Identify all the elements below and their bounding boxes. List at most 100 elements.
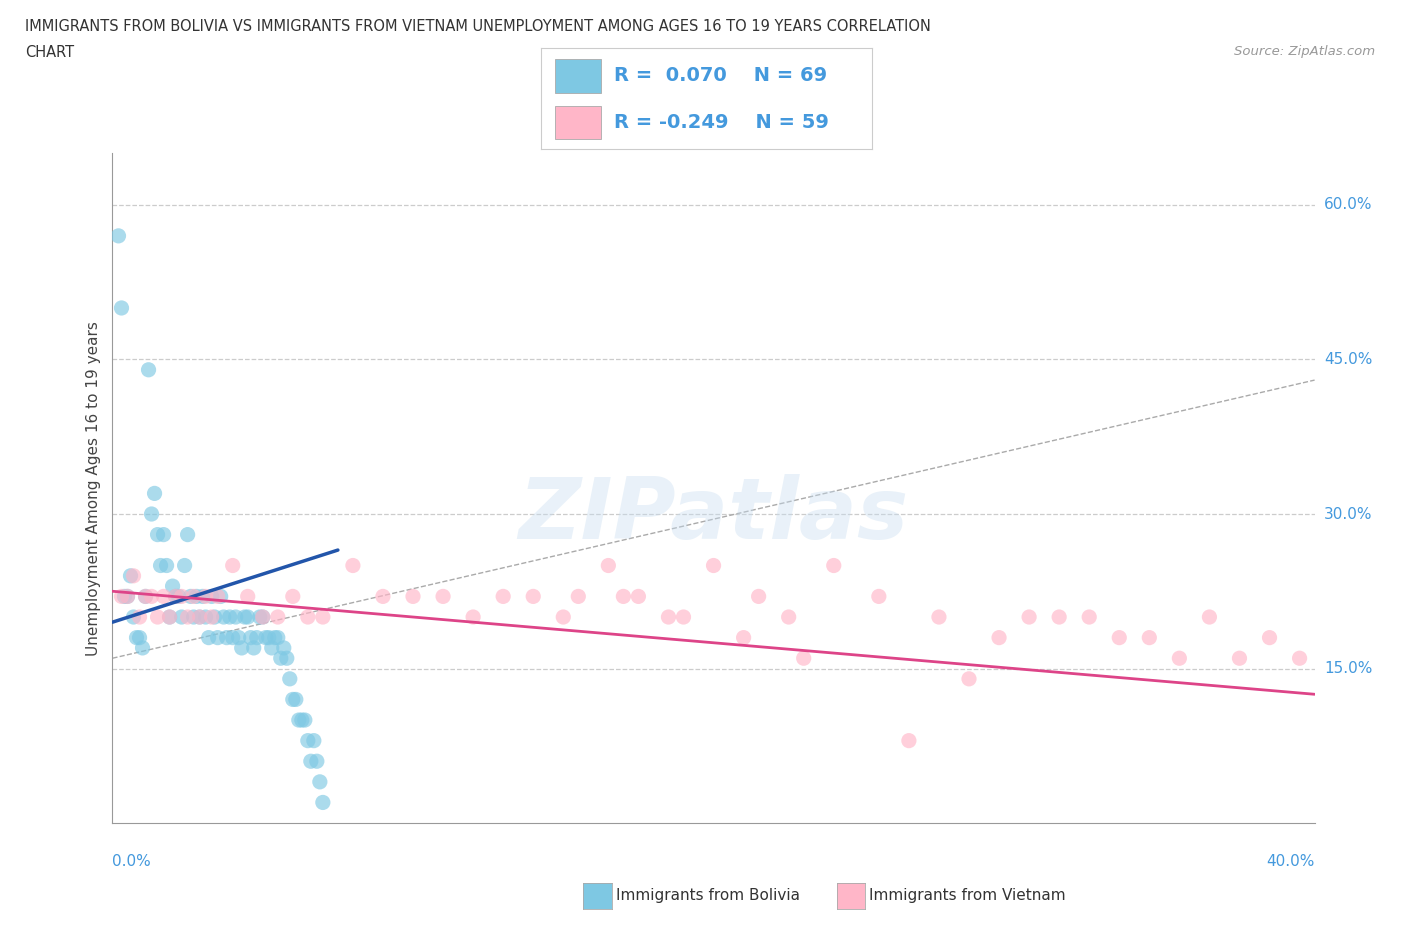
Point [260, 641, 283, 656]
Point [146, 609, 169, 624]
Point [342, 558, 364, 573]
Point [201, 609, 224, 624]
Text: ZIPatlas: ZIPatlas [519, 473, 908, 556]
Point [273, 641, 295, 656]
Point [1018, 609, 1040, 624]
Point [212, 609, 235, 624]
Point [170, 589, 193, 604]
Point [748, 589, 770, 604]
Point [117, 589, 139, 604]
Point [197, 631, 219, 645]
Point [215, 631, 238, 645]
Text: 60.0%: 60.0% [1324, 197, 1372, 212]
Point [1078, 609, 1101, 624]
Point [162, 578, 184, 593]
Point [1198, 609, 1220, 624]
Point [110, 589, 132, 604]
Point [239, 631, 262, 645]
Point [246, 631, 269, 645]
Point [793, 651, 815, 666]
Point [128, 609, 150, 624]
Text: IMMIGRANTS FROM BOLIVIA VS IMMIGRANTS FROM VIETNAM UNEMPLOYMENT AMONG AGES 16 TO: IMMIGRANTS FROM BOLIVIA VS IMMIGRANTS FR… [25, 19, 931, 33]
Point [176, 609, 198, 624]
Point [186, 589, 208, 604]
Point [117, 589, 139, 604]
Point [778, 609, 800, 624]
Point [222, 558, 245, 573]
Point [1288, 651, 1310, 666]
Point [702, 558, 725, 573]
Point [522, 589, 544, 604]
Point [402, 589, 425, 604]
Point [155, 558, 177, 573]
Point [284, 692, 307, 707]
Point [823, 558, 845, 573]
Point [276, 651, 298, 666]
Point [170, 609, 193, 624]
Point [257, 631, 280, 645]
Point [149, 558, 172, 573]
Point [165, 589, 187, 604]
Point [249, 609, 271, 624]
Point [141, 589, 163, 604]
Point [278, 671, 301, 686]
Point [167, 589, 190, 604]
Point [159, 609, 181, 624]
Point [598, 558, 620, 573]
Point [194, 589, 217, 604]
Point [297, 733, 319, 748]
Point [180, 589, 202, 604]
Point [188, 609, 211, 624]
Point [228, 631, 250, 645]
Point [294, 712, 316, 727]
Point [183, 589, 205, 604]
Point [270, 651, 292, 666]
Point [125, 631, 148, 645]
Point [252, 609, 274, 624]
Point [222, 631, 245, 645]
Point [114, 589, 136, 604]
Point [173, 558, 195, 573]
Point [657, 609, 679, 624]
Point [897, 733, 920, 748]
Point [267, 631, 290, 645]
Point [1137, 631, 1160, 645]
Point [135, 589, 157, 604]
Point [281, 589, 304, 604]
Point [236, 589, 259, 604]
Point [299, 754, 322, 769]
Point [1047, 609, 1070, 624]
Point [159, 609, 181, 624]
Point [107, 229, 129, 244]
Point [152, 527, 174, 542]
Text: R =  0.070    N = 69: R = 0.070 N = 69 [614, 66, 827, 86]
Point [141, 507, 163, 522]
Point [165, 589, 187, 604]
Point [236, 609, 259, 624]
Point [207, 631, 229, 645]
Point [1258, 631, 1281, 645]
Point [218, 609, 240, 624]
Point [432, 589, 454, 604]
Point [122, 568, 145, 583]
Point [371, 589, 394, 604]
Point [627, 589, 650, 604]
Text: R = -0.249    N = 59: R = -0.249 N = 59 [614, 113, 830, 132]
Point [868, 589, 890, 604]
Point [312, 609, 335, 624]
Point [207, 589, 229, 604]
Point [183, 609, 205, 624]
Point [122, 609, 145, 624]
Point [201, 589, 224, 604]
Point [225, 609, 247, 624]
Y-axis label: Unemployment Among Ages 16 to 19 years: Unemployment Among Ages 16 to 19 years [86, 321, 101, 656]
Point [612, 589, 634, 604]
Point [191, 589, 214, 604]
Point [120, 568, 142, 583]
Point [254, 631, 277, 645]
Point [267, 609, 290, 624]
FancyBboxPatch shape [554, 60, 600, 93]
Point [204, 609, 226, 624]
Point [176, 527, 198, 542]
Point [143, 486, 166, 501]
